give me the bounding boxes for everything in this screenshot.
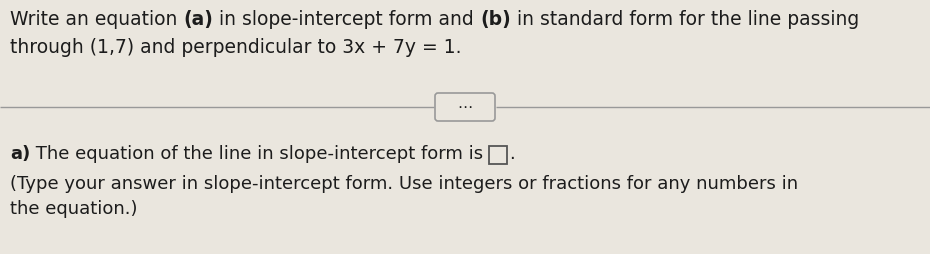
Text: in slope-intercept form and: in slope-intercept form and (213, 10, 480, 29)
Text: through (1,7) and perpendicular to 3x + 7y = 1.: through (1,7) and perpendicular to 3x + … (10, 38, 461, 57)
FancyBboxPatch shape (435, 94, 495, 121)
Text: Write an equation: Write an equation (10, 10, 183, 29)
Text: in standard form for the line passing: in standard form for the line passing (511, 10, 859, 29)
Text: a): a) (10, 145, 31, 162)
Text: (a): (a) (183, 10, 213, 29)
Bar (489, 146, 507, 164)
Text: (b): (b) (480, 10, 511, 29)
Text: .: . (509, 145, 515, 162)
Text: (Type your answer in slope-intercept form. Use integers or fractions for any num: (Type your answer in slope-intercept for… (10, 174, 798, 192)
Text: The equation of the line in slope-intercept form is: The equation of the line in slope-interc… (31, 145, 489, 162)
Text: the equation.): the equation.) (10, 199, 138, 217)
Text: ⋯: ⋯ (458, 100, 472, 115)
